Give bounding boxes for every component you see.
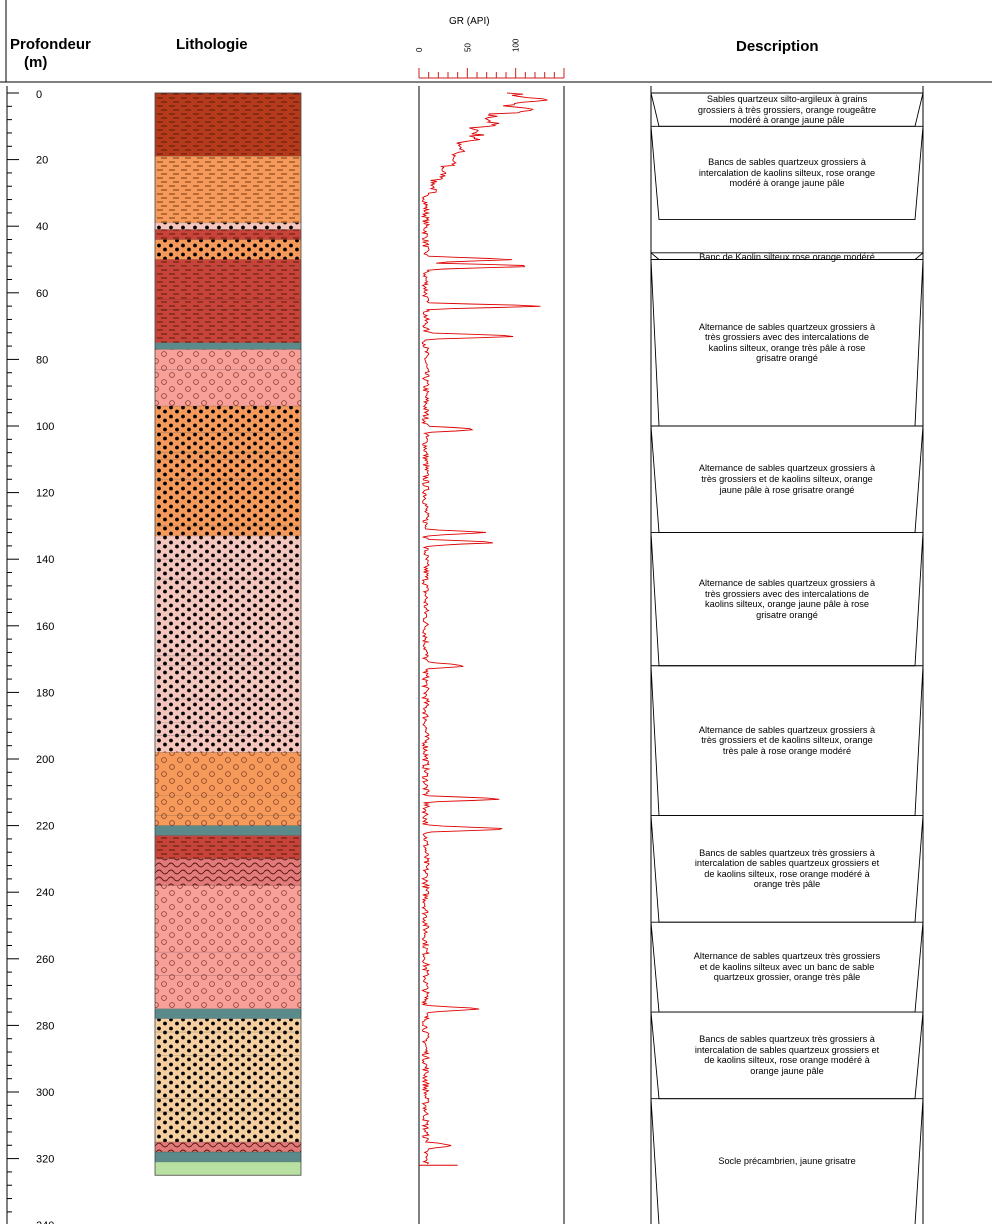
- depth-tick-label: 180: [36, 687, 54, 699]
- depth-tick-label: 160: [36, 621, 54, 633]
- lithology-layer: [155, 579, 301, 656]
- depth-tick-label: 240: [36, 887, 54, 899]
- lithology-layer: [155, 432, 301, 453]
- lithology-layer: [155, 722, 301, 736]
- description-bracket: [650, 126, 924, 220]
- lithology-column-frame: [154, 92, 302, 1176]
- description-text: Banc de Kaolin silteux rose orange modér…: [699, 251, 875, 262]
- lithology-layer: [155, 222, 301, 230]
- lithology-layer: [155, 952, 301, 976]
- lithology-layer: [155, 1018, 301, 1033]
- lithology-layer: [155, 369, 301, 407]
- lithology-layer: [155, 858, 301, 886]
- lithology-layer: [155, 1161, 301, 1176]
- lithology-layer: [155, 93, 301, 157]
- description-text: Alternance de sables quartzeux grossiers…: [698, 321, 876, 364]
- depth-tick-label: 80: [36, 354, 48, 366]
- depth-tick-label: 100: [36, 421, 54, 433]
- lithology-layer: [155, 665, 301, 700]
- gr-tick-label: 50: [463, 43, 472, 52]
- gr-axis-title: GR (API): [449, 16, 490, 27]
- depth-tick-label: 320: [36, 1154, 54, 1166]
- lithology-layer: [155, 815, 301, 826]
- lithology-layer: [155, 559, 301, 580]
- depth-tick-label: 20: [36, 155, 48, 167]
- lithology-layer: [155, 835, 301, 846]
- lithology-layer: [155, 699, 301, 723]
- lithology-layer: [155, 535, 301, 560]
- gr-tick-label: 0: [415, 47, 424, 52]
- description-text: Socle précambrien, jaune grisatre: [718, 1156, 856, 1167]
- lithology-layer: [155, 885, 301, 953]
- lithology-layer: [155, 825, 301, 836]
- gr-curve: [420, 92, 548, 1165]
- lithology-layer: [155, 479, 301, 526]
- lithology-layer: [155, 1111, 301, 1142]
- lithology-layer: [155, 309, 301, 343]
- depth-column-header: Profondeur (m): [10, 36, 91, 72]
- gr-tick-label: 100: [512, 38, 521, 52]
- description-text: Alternance de sables quartzeux grossiers…: [698, 724, 876, 756]
- lithology-layer: [155, 452, 301, 460]
- depth-tick-label: 120: [36, 488, 54, 500]
- description-text: Bancs de sables quartzeux très grossiers…: [694, 847, 880, 890]
- depth-tick-label: 300: [36, 1087, 54, 1099]
- description-text: Sables quartzeux silto-argileux à grains…: [697, 94, 877, 126]
- depth-tick-label: 280: [36, 1020, 54, 1032]
- lithology-layer: [155, 975, 301, 1009]
- lithology-layer: [155, 459, 301, 480]
- lithology-layer: [155, 1141, 301, 1152]
- lithology-layer: [155, 735, 301, 753]
- lithology-layer: [155, 239, 301, 260]
- description-text: Alternance de sables quartzeux grossiers…: [698, 577, 876, 620]
- lithology-layer: [155, 299, 301, 310]
- lithology-layer: [155, 1151, 301, 1162]
- description-text: Bancs de sables quartzeux grossiers à in…: [698, 157, 876, 189]
- depth-tick-label: 60: [36, 288, 48, 300]
- lithology-layer: [155, 406, 301, 433]
- description-text: Alternance de sables quartzeux grossiers…: [698, 463, 876, 495]
- depth-tick-label: 340: [36, 1220, 54, 1224]
- lithology-layer: [155, 342, 301, 350]
- lithology-layer: [155, 525, 301, 536]
- depth-tick-label: 200: [36, 754, 54, 766]
- depth-unit: (m): [24, 54, 48, 71]
- depth-tick-label: 260: [36, 954, 54, 966]
- description-text: Alternance de sables quartzeux très gros…: [693, 951, 881, 983]
- lithology-layer: [155, 1008, 301, 1019]
- lithology-column-header: Lithologie: [176, 36, 248, 53]
- lithology-layer: [155, 1032, 301, 1056]
- lithology-layer: [155, 266, 301, 300]
- lithology-layer: [155, 259, 301, 267]
- depth-title: Profondeur: [10, 36, 91, 53]
- lithology-layer: [155, 229, 301, 240]
- depth-tick-label: 140: [36, 554, 54, 566]
- depth-tick-label: 0: [36, 89, 42, 101]
- lithology-layer: [155, 1055, 301, 1099]
- lithology-layer: [155, 1098, 301, 1112]
- lithology-layer: [155, 349, 301, 370]
- depth-tick-label: 40: [36, 221, 48, 233]
- description-bracket: [650, 1098, 924, 1224]
- depth-tick-label: 220: [36, 821, 54, 833]
- lithology-layer: [155, 156, 301, 223]
- description-column-header: Description: [736, 38, 819, 55]
- description-text: Bancs de sables quartzeux très grossiers…: [694, 1034, 880, 1076]
- lithology-layer: [155, 845, 301, 859]
- lithology-layer: [155, 795, 301, 816]
- lithology-layer: [155, 655, 301, 666]
- lithology-layer: [155, 752, 301, 796]
